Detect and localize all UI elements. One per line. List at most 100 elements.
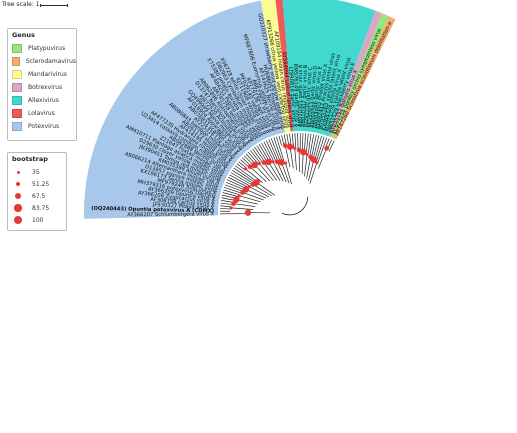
branch <box>263 141 275 163</box>
branch <box>265 140 277 163</box>
bootstrap-legend-title: bootstrap <box>12 155 48 163</box>
branch <box>272 161 284 182</box>
tree-scale-label: Tree scale: 1 <box>2 1 40 8</box>
branch <box>305 133 309 155</box>
taxon-labels: AY366207 Schlumbergera virus X(OQ240443)… <box>91 13 393 218</box>
branch <box>254 146 266 163</box>
bootstrap-legend-label: 100 <box>32 216 44 224</box>
bootstrap-legend-item: 35 <box>12 166 66 178</box>
branch <box>233 203 256 208</box>
bootstrap-node <box>242 186 250 193</box>
branch <box>294 133 297 150</box>
genus-legend-label: Platypuvirus <box>28 45 66 52</box>
branch <box>235 165 259 183</box>
genus-legend-item: Mandarivirus <box>12 68 76 81</box>
branch <box>256 145 268 163</box>
branch <box>301 133 304 153</box>
branch <box>239 195 261 203</box>
branch <box>242 192 264 201</box>
taxon-label: AB010301 garlic virus A <box>298 64 304 127</box>
branch <box>229 174 251 187</box>
branch <box>236 163 246 171</box>
bootstrap-node <box>257 161 261 166</box>
branch <box>270 138 281 163</box>
bootstrap-dot <box>15 193 21 199</box>
bootstrap-node <box>283 161 288 165</box>
bootstrap-node <box>244 209 252 216</box>
taxon-label: JF930327 Pitaya virus X <box>152 202 215 212</box>
bootstrap-legend: bootstrap 35 51.25 67.5 83.75 100 <box>7 152 67 231</box>
branch-root-arc <box>281 196 309 216</box>
genus-legend-item: Platypuvirus <box>12 42 76 55</box>
branch <box>289 146 294 169</box>
bootstrap-legend-label: 83.75 <box>32 204 50 212</box>
branch <box>228 177 250 188</box>
bootstrap-nodes <box>229 143 330 216</box>
branch <box>256 182 275 196</box>
genus-swatch <box>12 83 22 92</box>
bootstrap-node <box>251 161 258 169</box>
bootstrap-legend-item: 51.25 <box>12 178 66 190</box>
branch <box>249 186 270 198</box>
genus-legend-title: Genus <box>12 31 35 39</box>
bootstrap-node <box>310 156 318 163</box>
branch <box>252 148 264 164</box>
genus-swatch <box>12 57 20 66</box>
branch <box>249 150 262 164</box>
taxon-label: AB010302 garlic virus B <box>301 64 309 127</box>
branch <box>254 164 271 182</box>
taxon-label: AY366207 Schlumbergera virus X <box>127 211 214 218</box>
bootstrap-legend-item: 67.5 <box>12 190 66 202</box>
branch <box>252 184 272 197</box>
branch <box>304 154 308 177</box>
bootstrap-node <box>293 146 297 150</box>
branch <box>328 140 335 152</box>
branch <box>306 156 312 179</box>
tree-center-disk <box>218 131 382 295</box>
genus-legend-label: Lolavirus <box>28 110 55 117</box>
genus-legend: Genus Platypuvirus Sclerodamavirus Mandari… <box>7 28 77 141</box>
branch <box>309 162 318 184</box>
branch <box>245 189 267 199</box>
branch <box>259 163 274 181</box>
branch <box>317 148 328 169</box>
branch <box>281 162 290 184</box>
genus-legend-label: Mandarivirus <box>28 71 67 78</box>
branch <box>301 152 304 175</box>
bootstrap-legend-label: 51.25 <box>32 180 50 188</box>
bootstrap-node <box>282 143 288 149</box>
branch <box>294 148 297 171</box>
taxon-label: KM576149 garlic virus X <box>292 64 300 128</box>
taxon-label: LT890818 garlic virus X <box>287 67 297 128</box>
genus-legend-item: Allexivirus <box>12 94 76 107</box>
branch <box>276 136 285 164</box>
bootstrap-dot <box>16 170 20 174</box>
bootstrap-dot <box>15 181 21 187</box>
bootstrap-legend-label: 35 <box>32 168 40 176</box>
genus-swatch <box>12 109 22 118</box>
branch <box>314 135 322 162</box>
branch <box>311 134 317 159</box>
branch <box>278 135 282 146</box>
branch <box>224 186 243 194</box>
bootstrap-node <box>278 159 285 166</box>
bootstrap-legend-item: 83.75 <box>12 202 66 214</box>
branch <box>307 133 312 156</box>
branch <box>273 137 283 164</box>
branch <box>263 162 278 181</box>
bootstrap-dot <box>14 204 22 212</box>
branch <box>233 167 257 184</box>
genus-legend-label: Botrexvirus <box>28 84 63 91</box>
bootstrap-dot <box>13 215 23 225</box>
bootstrap-node <box>247 185 251 189</box>
bootstrap-node <box>315 161 319 165</box>
genus-swatch <box>12 44 22 53</box>
bootstrap-node <box>237 194 241 198</box>
bootstrap-node <box>231 201 237 206</box>
genus-swatch <box>12 122 22 131</box>
branch <box>247 151 259 165</box>
taxon-label: AJ292230 garlic virus C <box>304 66 314 127</box>
branch <box>245 168 263 184</box>
bootstrap-node <box>253 179 260 186</box>
branch <box>220 208 232 210</box>
